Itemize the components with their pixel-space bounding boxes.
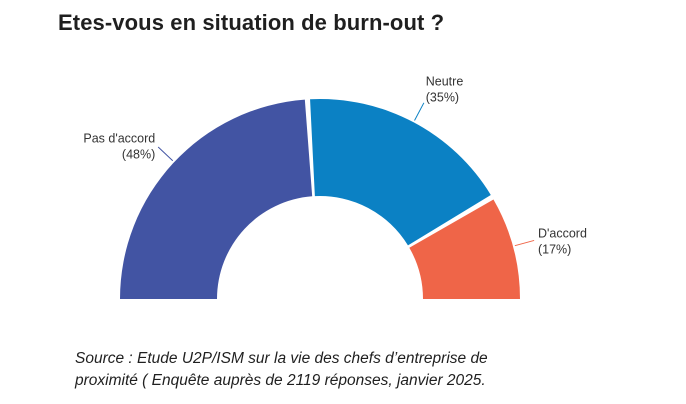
slice-d-accord <box>409 199 520 299</box>
slice-label: Pas d'accord <box>83 131 155 145</box>
slice-neutre <box>310 99 491 246</box>
chart-title: Etes-vous en situation de burn-out ? <box>58 10 445 35</box>
leader-line <box>414 102 425 121</box>
slice-pas-d-accord <box>120 99 313 299</box>
leader-line <box>514 239 535 247</box>
semi-donut-chart: Pas d'accord (48%) Neutre (35%) D'accord (17%… <box>83 74 587 299</box>
slice-value-label: (35%) <box>426 90 459 104</box>
slice-label: D'accord <box>538 226 587 240</box>
source-line-2: proximité ( Enquête auprès de 2119 répon… <box>75 372 486 389</box>
leader-line <box>157 146 174 162</box>
source-note: Source : Etude U2P/ISM sur la vie des ch… <box>75 348 488 392</box>
source-line-1: Source : Etude U2P/ISM sur la vie des ch… <box>75 350 488 367</box>
slice-value-label: (48%) <box>122 147 155 161</box>
slice-value-label: (17%) <box>538 242 571 256</box>
slice-label: Neutre <box>426 74 464 88</box>
